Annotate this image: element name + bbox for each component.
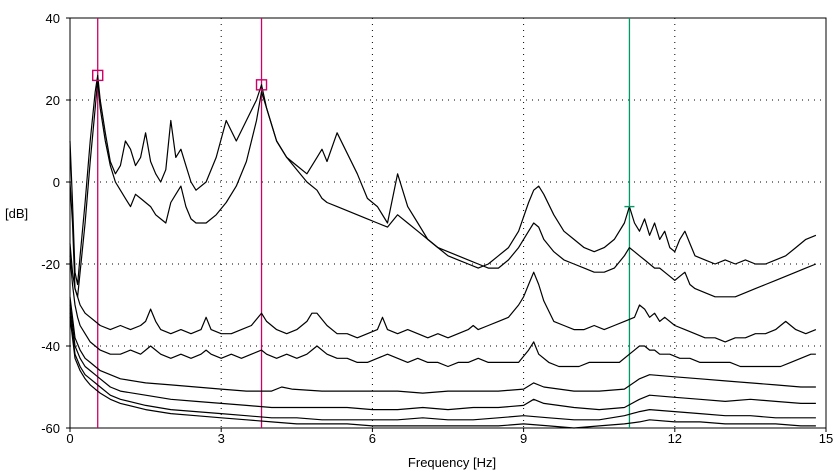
y-tick-label: 20 [46,93,60,108]
series-line-2 [69,78,817,298]
x-tick-label: 15 [819,431,833,446]
peak-marker [255,79,268,91]
series-line-1 [69,74,817,286]
x-axis-label: Frequency [Hz] [408,455,496,470]
x-tick-label: 9 [520,431,527,446]
y-tick-label: -20 [41,257,60,272]
grid [70,18,826,428]
x-tick-label: 3 [218,431,225,446]
x-tick-label: 12 [668,431,682,446]
peak-markers [92,69,635,208]
series-line-8 [69,317,816,429]
y-axis-label: [dB] [5,206,28,221]
x-tick-label: 0 [66,431,73,446]
series-line-7 [69,313,816,421]
y-tick-label: 40 [46,11,60,26]
tick-labels: 0 3 6 9 12 15 -60 -40 -20 0 20 40 [41,11,833,446]
y-tick-label: 0 [53,175,60,190]
series-line-6 [69,304,816,411]
series-line-5 [69,296,816,394]
y-tick-label: -40 [41,339,60,354]
peak-marker [92,69,104,82]
series-line-4 [69,255,816,368]
x-tick-label: 6 [369,431,376,446]
series-line-3 [69,243,817,343]
series-lines [69,74,817,429]
y-tick-label: -60 [41,421,60,436]
